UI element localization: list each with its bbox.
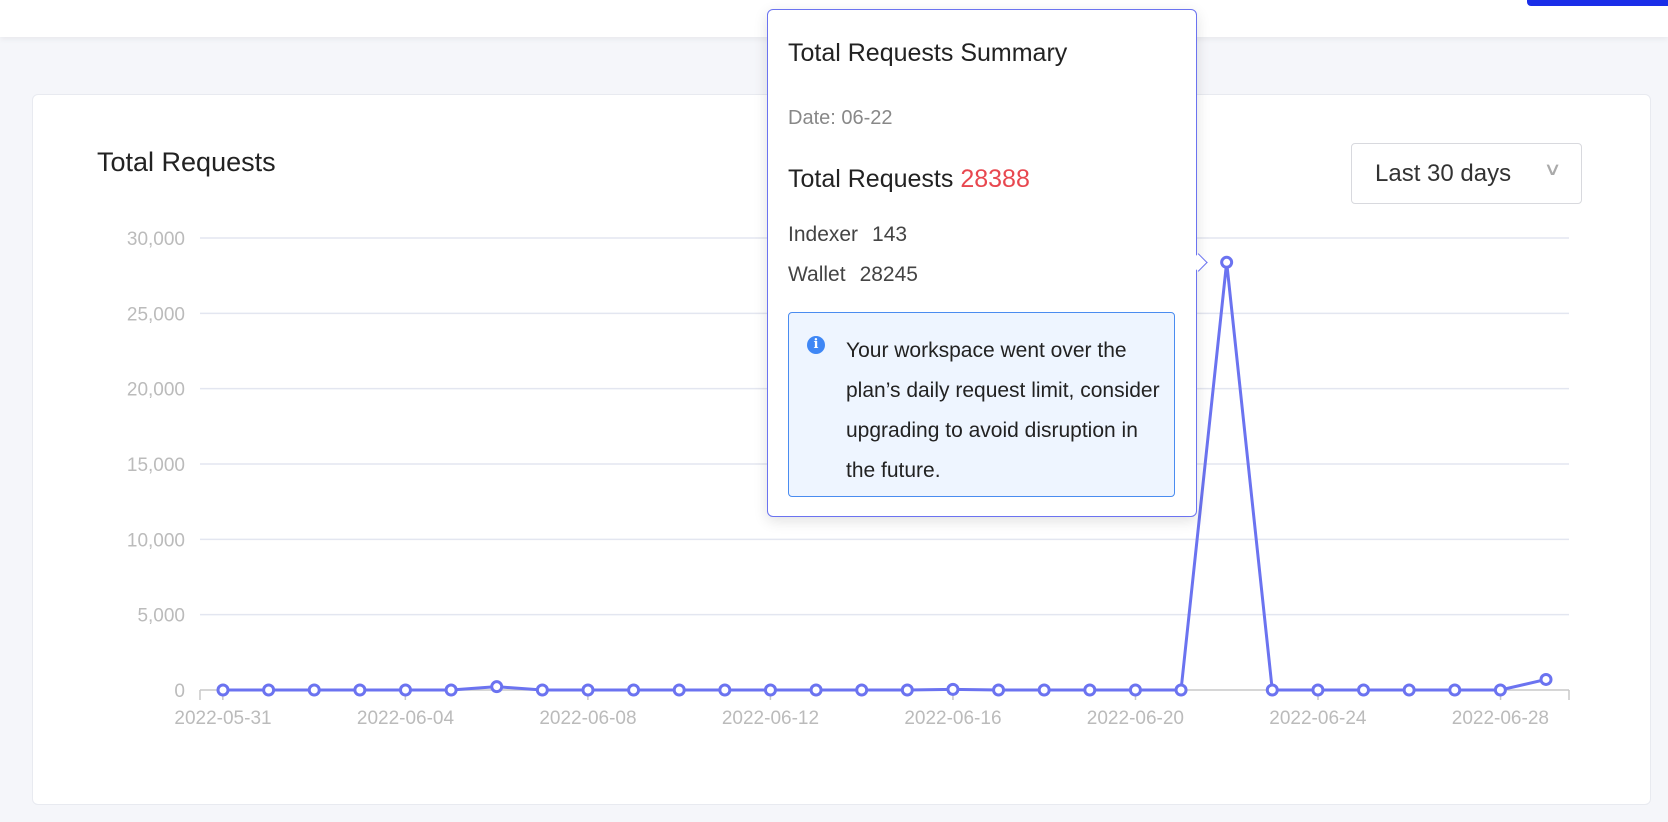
x-tick-label: 2022-06-24 xyxy=(1269,708,1367,729)
data-point xyxy=(1539,672,1553,686)
tooltip-total: Total Requests 28388 xyxy=(788,165,1030,194)
chevron-down-icon: ∨ xyxy=(1543,159,1562,179)
y-tick-label: 0 xyxy=(174,681,185,702)
data-point xyxy=(900,683,914,697)
limit-notice: i Your workspace went over the plan’s da… xyxy=(788,312,1175,497)
row-value: 28245 xyxy=(859,263,918,286)
data-point xyxy=(672,683,686,697)
data-point xyxy=(490,680,504,694)
x-tick-label: 2022-06-28 xyxy=(1452,708,1549,729)
data-point xyxy=(992,683,1006,697)
header-action-button[interactable] xyxy=(1527,0,1668,6)
tooltip-row-indexer: Indexer 143 xyxy=(788,223,907,247)
x-tick-label: 2022-06-16 xyxy=(904,708,1001,729)
data-point xyxy=(946,682,960,696)
x-tick-label: 2022-06-08 xyxy=(539,708,636,729)
data-point xyxy=(216,683,230,697)
data-point xyxy=(1448,683,1462,697)
data-point xyxy=(1402,683,1416,697)
tooltip-title: Total Requests Summary xyxy=(788,39,1068,67)
tooltip-total-label: Total Requests xyxy=(788,165,954,193)
data-point xyxy=(763,683,777,697)
data-point xyxy=(581,683,595,697)
tooltip-row-wallet: Wallet 28245 xyxy=(788,263,918,287)
y-tick-label: 10,000 xyxy=(127,530,185,551)
data-point xyxy=(809,683,823,697)
data-point xyxy=(262,683,276,697)
info-icon: i xyxy=(807,336,825,354)
data-point xyxy=(1357,683,1371,697)
date-range-value: Last 30 days xyxy=(1375,159,1512,187)
data-point xyxy=(1083,683,1097,697)
data-point xyxy=(1174,683,1188,697)
data-point xyxy=(398,683,412,697)
data-point xyxy=(718,683,732,697)
limit-notice-text: Your workspace went over the plan’s dail… xyxy=(846,339,1160,482)
row-value: 143 xyxy=(872,223,908,246)
y-tick-label: 30,000 xyxy=(127,229,185,250)
x-tick-label: 2022-06-04 xyxy=(357,708,455,729)
data-point xyxy=(1493,683,1507,697)
data-point xyxy=(444,683,458,697)
y-tick-label: 20,000 xyxy=(127,380,185,401)
date-range-select[interactable]: Last 30 days ∨ xyxy=(1351,143,1582,204)
chart-tooltip: Total Requests Summary Date: 06-22 Total… xyxy=(767,9,1208,517)
data-point xyxy=(1037,683,1051,697)
data-point xyxy=(1265,683,1279,697)
y-tick-label: 25,000 xyxy=(127,304,185,325)
tooltip-date: Date: 06-22 xyxy=(788,107,893,129)
y-tick-label: 15,000 xyxy=(127,455,185,476)
data-point xyxy=(353,683,367,697)
data-point xyxy=(1128,683,1142,697)
data-point xyxy=(307,683,321,697)
row-label: Indexer xyxy=(788,223,859,246)
row-label: Wallet xyxy=(788,263,846,286)
data-point xyxy=(1220,255,1234,269)
data-point xyxy=(855,683,869,697)
y-tick-label: 5,000 xyxy=(137,606,185,627)
x-tick-label: 2022-05-31 xyxy=(174,708,271,729)
card-title: Total Requests xyxy=(97,147,276,177)
tooltip-total-value: 28388 xyxy=(960,165,1030,193)
series-line xyxy=(223,262,1547,692)
x-tick-label: 2022-06-20 xyxy=(1087,708,1184,729)
data-point xyxy=(1311,683,1325,697)
data-point xyxy=(627,683,641,697)
x-tick-label: 2022-06-12 xyxy=(722,708,819,729)
data-point xyxy=(535,683,549,697)
